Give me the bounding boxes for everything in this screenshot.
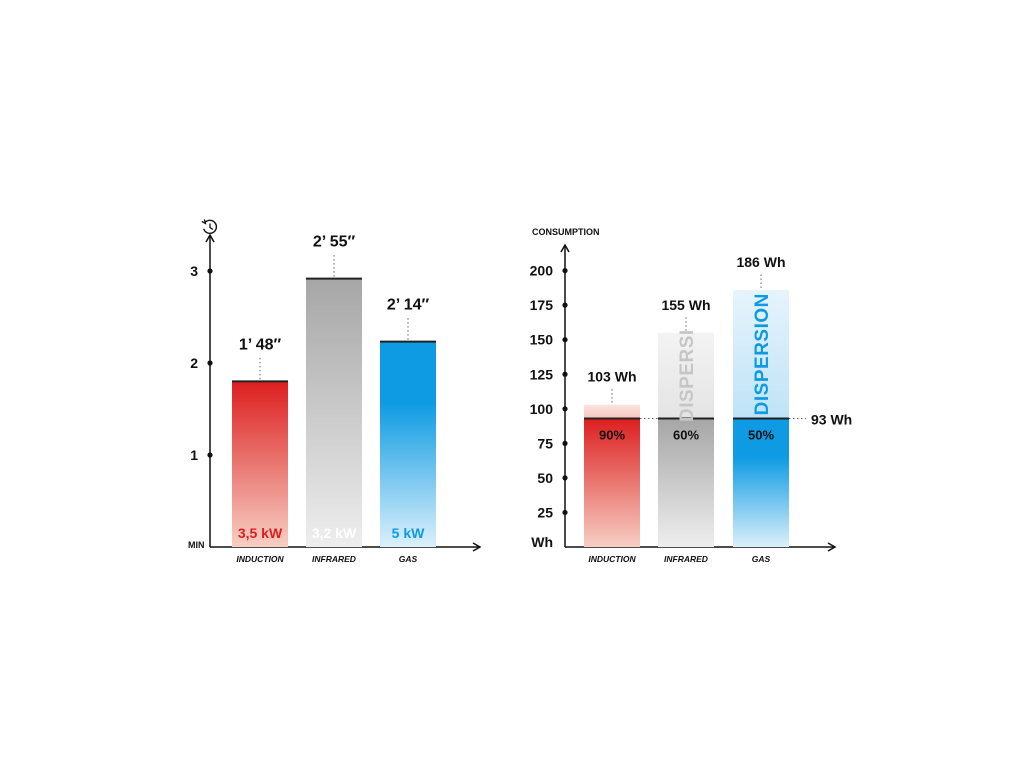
- y-tick-label: 2: [190, 355, 198, 371]
- value-label: 155 Wh: [661, 297, 710, 313]
- y-tick-mark: [562, 509, 568, 516]
- bar-gas: [380, 341, 436, 547]
- value-label: 2’ 14″: [387, 297, 430, 314]
- power-label: 3,5 kW: [238, 525, 283, 541]
- bar-infrared: [658, 418, 714, 547]
- y-axis-unit-label: MIN: [188, 540, 205, 550]
- bar-infrared: [306, 278, 362, 547]
- y-tick-label: 25: [537, 504, 553, 520]
- y-tick-mark: [207, 268, 213, 274]
- y-tick-mark: [562, 302, 568, 308]
- y-tick-label: 150: [530, 332, 554, 348]
- category-label: INDUCTION: [236, 554, 284, 564]
- time-chart: 1 2 3 MIN 1’ 48″ 3,5 kW INDUCTION 2’ 55″ 3,2 kW I…: [188, 219, 482, 564]
- efficiency-label: 50%: [748, 427, 774, 442]
- category-label: INFRARED: [664, 554, 708, 564]
- y-tick-mark: [562, 406, 568, 412]
- clock-history-icon: [201, 219, 218, 235]
- y-tick-label: 75: [537, 435, 553, 451]
- efficiency-label: 60%: [673, 427, 699, 442]
- y-tick-mark: [207, 452, 213, 458]
- category-label: INFRARED: [312, 554, 356, 564]
- y-tick-label: 125: [530, 366, 554, 382]
- dispersion-segment: [658, 332, 714, 419]
- y-tick-mark: [207, 360, 213, 366]
- power-label: 3,2 kW: [312, 525, 357, 541]
- value-label: 103 Wh: [587, 369, 636, 385]
- clock-hands: [209, 223, 214, 231]
- value-label: 1’ 48″: [239, 336, 282, 353]
- y-tick-mark: [562, 268, 568, 274]
- category-label: INDUCTION: [588, 554, 636, 564]
- dispersion-segment: [733, 289, 789, 419]
- chart-title: CONSUMPTION: [532, 227, 600, 237]
- value-label: 2’ 55″: [313, 234, 356, 251]
- category-label: GAS: [752, 554, 771, 564]
- bar-induction: [232, 381, 288, 547]
- useful-value-label: 93 Wh: [811, 411, 852, 427]
- y-tick-label: 175: [530, 297, 554, 313]
- y-tick-label: 50: [537, 470, 553, 486]
- y-axis-unit-label: Wh: [531, 534, 553, 550]
- clock-arc: [203, 219, 218, 235]
- category-label: GAS: [399, 554, 418, 564]
- dispersion-label: DISPERSI: [677, 329, 698, 422]
- y-tick-label: 3: [190, 263, 198, 279]
- y-tick-label: 1: [190, 447, 198, 463]
- consumption-chart: CONSUMPTION 25 50 75 100 125 150 175 200 Wh 90% 103…: [530, 227, 853, 564]
- y-tick-mark: [562, 337, 568, 343]
- y-tick-mark: [562, 475, 568, 481]
- bar-gas: [733, 418, 789, 547]
- efficiency-label: 90%: [599, 427, 625, 442]
- y-tick-label: 100: [530, 401, 554, 417]
- y-tick-label: 200: [530, 263, 554, 279]
- value-label: 186 Wh: [736, 254, 785, 270]
- dispersion-segment: [584, 404, 640, 419]
- bar-induction: [584, 418, 640, 547]
- dispersion-label: DISPERSION: [752, 293, 773, 415]
- y-tick-mark: [562, 440, 568, 446]
- power-label: 5 kW: [392, 525, 425, 541]
- clock-arrowhead: [201, 219, 207, 225]
- y-tick-mark: [562, 371, 568, 377]
